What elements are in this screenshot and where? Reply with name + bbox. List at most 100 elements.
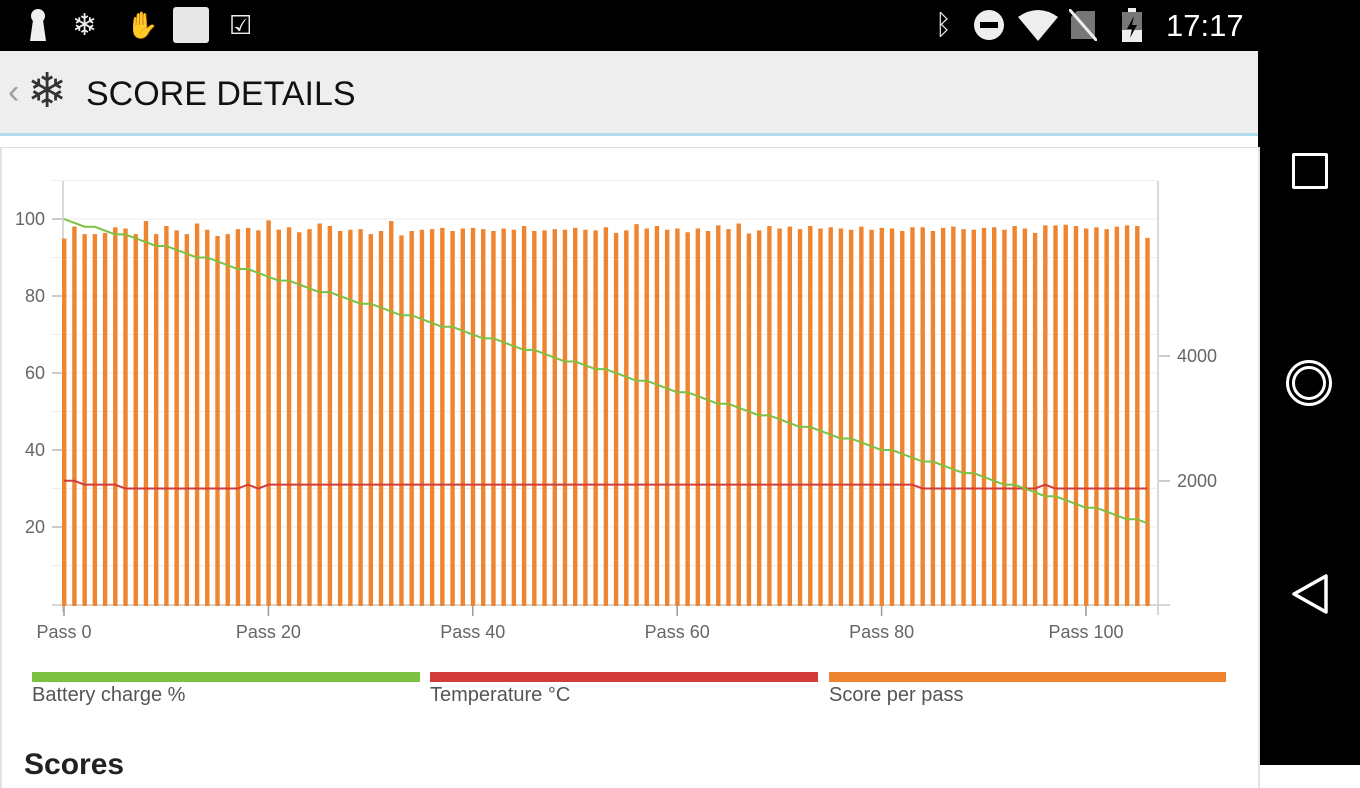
check-flag-icon: ☑ bbox=[229, 9, 253, 40]
score-bar bbox=[583, 229, 588, 606]
app-bar: ‹ ❄ SCORE DETAILS bbox=[0, 51, 1258, 136]
score-bar bbox=[164, 226, 169, 606]
score-bar bbox=[245, 227, 251, 606]
score-bar bbox=[194, 223, 200, 606]
score-bar bbox=[1063, 224, 1068, 606]
score-bar bbox=[256, 230, 261, 606]
score-bar bbox=[286, 227, 292, 606]
score-bar bbox=[174, 230, 179, 606]
score-bar bbox=[1043, 225, 1048, 606]
score-bar bbox=[1124, 225, 1130, 606]
recent-apps-button[interactable] bbox=[1292, 153, 1328, 189]
score-bar bbox=[1002, 229, 1007, 606]
score-bar bbox=[113, 227, 118, 606]
score-bar bbox=[685, 232, 690, 606]
score-bar bbox=[838, 228, 844, 606]
keyhole-icon bbox=[26, 8, 50, 42]
score-bar bbox=[930, 231, 936, 606]
chevron-left-icon[interactable]: ‹ bbox=[8, 73, 20, 111]
score-bar bbox=[961, 229, 966, 606]
clap-hands-icon: ✋ bbox=[126, 9, 159, 40]
score-bar bbox=[869, 229, 874, 606]
home-button[interactable] bbox=[1286, 360, 1332, 406]
score-bar bbox=[1104, 229, 1109, 606]
score-bar bbox=[593, 230, 598, 606]
clock: 17:17 bbox=[1166, 8, 1244, 43]
score-bar bbox=[797, 229, 803, 606]
score-bar bbox=[726, 229, 731, 606]
score-bar bbox=[992, 227, 997, 606]
score-bar bbox=[910, 227, 915, 606]
score-bar bbox=[348, 229, 353, 606]
legend-temperature: Temperature °C bbox=[430, 672, 818, 707]
score-bar bbox=[419, 229, 425, 606]
score-bar bbox=[756, 230, 762, 606]
score-bar bbox=[1012, 226, 1017, 606]
score-bar bbox=[215, 236, 220, 606]
score-bar bbox=[859, 226, 864, 606]
score-bar bbox=[450, 231, 455, 606]
score-bar bbox=[562, 229, 568, 606]
score-bar bbox=[133, 234, 138, 606]
status-bar: ❄ ✋ ☑ ᛒ 17:17 bbox=[0, 0, 1360, 51]
score-bar bbox=[102, 232, 108, 606]
score-bar bbox=[573, 227, 578, 606]
score-bar bbox=[266, 220, 271, 606]
score-bar bbox=[603, 227, 609, 606]
score-bar bbox=[900, 231, 905, 606]
score-bar bbox=[276, 229, 282, 606]
score-bar bbox=[1032, 232, 1038, 606]
score-bar bbox=[818, 228, 823, 606]
score-bar bbox=[613, 232, 619, 606]
blank-square-icon bbox=[173, 7, 209, 43]
score-bar bbox=[72, 226, 77, 606]
score-bar bbox=[828, 227, 833, 606]
battery-line bbox=[63, 218, 1148, 525]
back-button[interactable] bbox=[1290, 573, 1330, 620]
score-bar bbox=[716, 225, 721, 606]
score-chart: 20 40 60 80 100 2000 4000 Pass 0 Pass 20 Pass 40 P… bbox=[15, 180, 1217, 642]
score-bar bbox=[429, 229, 435, 606]
score-bar bbox=[971, 229, 976, 606]
wifi-icon bbox=[1018, 8, 1058, 42]
score-bar bbox=[337, 231, 343, 606]
score-bar bbox=[1145, 237, 1150, 606]
score-bar bbox=[808, 226, 813, 606]
score-bar bbox=[624, 230, 629, 606]
score-bar bbox=[317, 223, 322, 606]
x-tick-label: Pass 80 bbox=[849, 622, 914, 642]
bluetooth-icon: ᛒ bbox=[935, 9, 952, 40]
score-bar bbox=[634, 224, 639, 606]
left-y-tick-label: 60 bbox=[25, 363, 45, 383]
x-tick-label: Pass 100 bbox=[1048, 622, 1123, 642]
score-bar bbox=[82, 234, 87, 606]
score-bar bbox=[225, 234, 230, 606]
score-bar bbox=[654, 226, 660, 606]
score-bar bbox=[409, 231, 414, 606]
score-bar bbox=[644, 228, 649, 606]
score-bar bbox=[358, 229, 363, 606]
x-tick-label: Pass 0 bbox=[36, 622, 91, 642]
score-bar bbox=[327, 226, 333, 606]
score-bar bbox=[143, 221, 149, 606]
score-bar bbox=[889, 228, 895, 606]
legend-label: Temperature °C bbox=[430, 684, 571, 706]
score-bar bbox=[184, 234, 190, 606]
score-bar bbox=[736, 223, 741, 606]
battery-charging-icon bbox=[1121, 8, 1143, 42]
score-bar bbox=[521, 226, 527, 606]
left-y-tick-label: 40 bbox=[25, 440, 45, 460]
score-bar bbox=[1022, 228, 1028, 606]
score-bar bbox=[675, 228, 680, 606]
snowflake-icon: ❄ bbox=[27, 65, 68, 118]
score-bar bbox=[981, 227, 987, 606]
score-bar bbox=[440, 227, 445, 606]
right-y-tick-label: 4000 bbox=[1177, 346, 1217, 366]
score-bar bbox=[470, 227, 476, 606]
score-bar bbox=[940, 227, 946, 606]
score-bar bbox=[787, 226, 793, 606]
section-heading: Scores bbox=[24, 748, 125, 781]
no-sim-icon bbox=[1069, 8, 1097, 42]
score-bar bbox=[532, 231, 537, 606]
score-bar bbox=[92, 234, 98, 606]
